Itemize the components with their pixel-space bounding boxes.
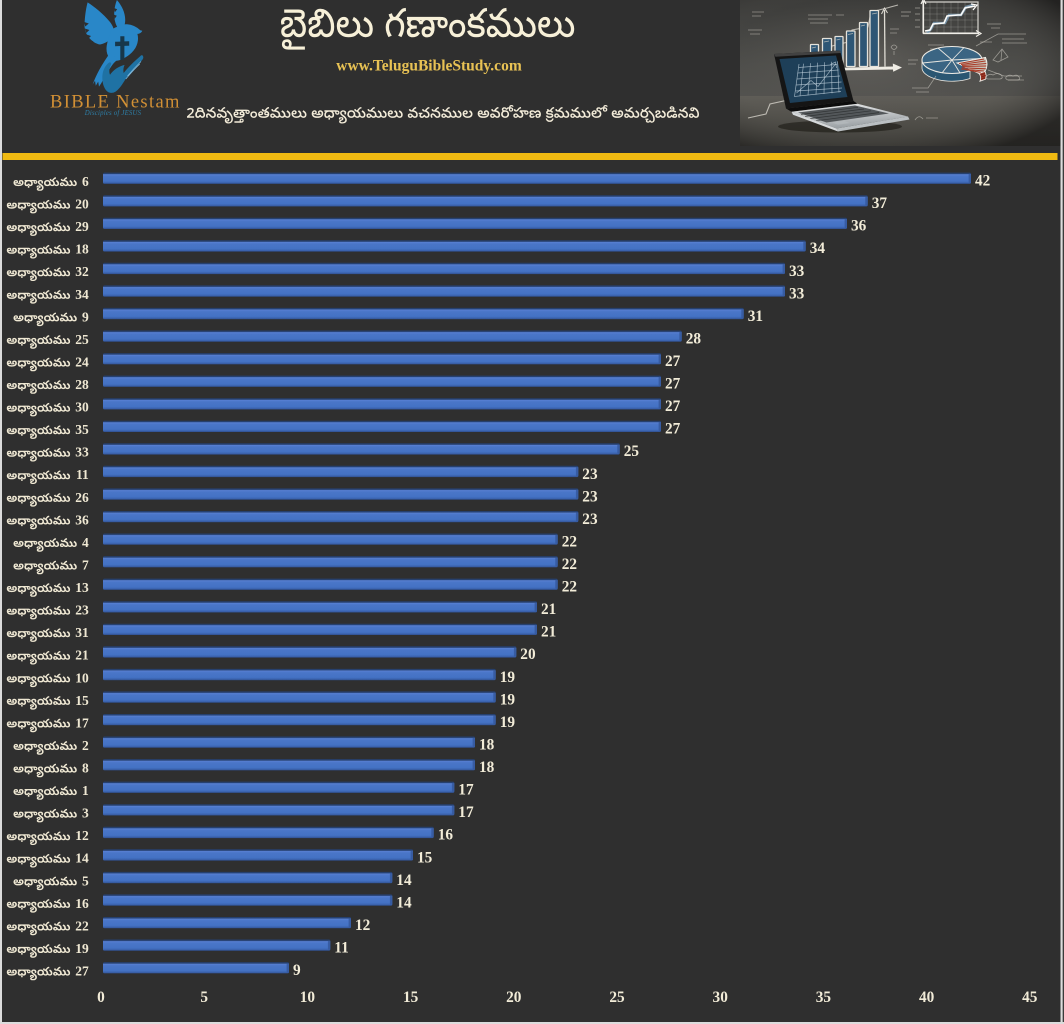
svg-text:30: 30 [75,400,89,415]
svg-text:15: 15 [75,693,89,708]
svg-text:16: 16 [438,827,454,844]
svg-text:26: 26 [75,490,89,505]
svg-text:10: 10 [300,989,316,1006]
svg-text:21: 21 [541,601,556,618]
svg-text:12: 12 [355,917,370,934]
svg-text:21: 21 [75,648,89,663]
svg-text:27: 27 [665,376,681,393]
svg-text:6: 6 [82,174,89,189]
svg-text:15: 15 [403,989,419,1006]
svg-text:18: 18 [75,242,89,257]
svg-text:17: 17 [75,715,89,730]
svg-text:27: 27 [75,964,89,979]
svg-text:31: 31 [748,308,763,325]
svg-text:40: 40 [919,989,935,1006]
svg-text:37: 37 [872,195,888,212]
svg-text:14: 14 [396,872,412,889]
svg-text:25: 25 [609,989,625,1006]
svg-text:27: 27 [665,353,681,370]
svg-text:18: 18 [479,759,495,776]
svg-text:7: 7 [82,558,89,573]
svg-text:22: 22 [562,534,577,551]
svg-text:14: 14 [75,851,89,866]
svg-text:27: 27 [665,421,681,438]
svg-text:Disciples of JESUS: Disciples of JESUS [84,110,142,117]
svg-text:36: 36 [851,218,867,235]
svg-text:32: 32 [75,264,89,279]
svg-text:31: 31 [75,625,89,640]
svg-text:13: 13 [75,580,89,595]
svg-text:30: 30 [713,989,729,1006]
svg-text:14: 14 [396,894,412,911]
svg-text:4: 4 [82,535,89,550]
svg-text:19: 19 [500,669,516,686]
svg-text:19: 19 [500,691,516,708]
svg-text:45: 45 [1022,989,1038,1006]
svg-text:22: 22 [562,579,577,596]
svg-text:23: 23 [75,603,89,618]
svg-text:1: 1 [82,783,89,798]
svg-text:19: 19 [75,941,89,956]
svg-text:28: 28 [686,330,702,347]
svg-text:BIBLE Nestam: BIBLE Nestam [50,93,181,113]
svg-text:24: 24 [75,355,89,370]
svg-text:18: 18 [479,737,495,754]
svg-text:25: 25 [624,443,640,460]
svg-text:9: 9 [293,962,301,979]
svg-text:www.TeluguBibleStudy.com: www.TeluguBibleStudy.com [336,58,522,75]
svg-text:11: 11 [334,940,348,957]
svg-text:29: 29 [75,219,89,234]
svg-text:36: 36 [75,512,89,527]
svg-text:42: 42 [975,173,990,190]
svg-text:12: 12 [75,828,89,843]
svg-text:35: 35 [75,422,89,437]
svg-text:2: 2 [82,738,89,753]
svg-text:10: 10 [75,670,89,685]
svg-text:28: 28 [75,377,89,392]
svg-text:33: 33 [789,263,805,280]
svg-text:17: 17 [458,782,474,799]
svg-text:23: 23 [582,511,598,528]
svg-text:19: 19 [500,714,516,731]
svg-text:25: 25 [75,332,89,347]
svg-text:22: 22 [562,556,577,573]
svg-text:21: 21 [541,624,556,641]
svg-text:27: 27 [665,398,681,415]
svg-text:20: 20 [506,989,522,1006]
svg-text:33: 33 [75,445,89,460]
svg-text:11: 11 [76,467,89,482]
svg-text:34: 34 [75,287,89,302]
svg-text:3: 3 [82,806,89,821]
svg-text:15: 15 [417,849,433,866]
svg-text:20: 20 [75,197,89,212]
svg-text:17: 17 [458,804,474,821]
svg-text:22: 22 [75,918,89,933]
svg-text:5: 5 [82,873,89,888]
svg-text:16: 16 [75,896,89,911]
svg-text:23: 23 [582,488,598,505]
svg-text:0: 0 [97,989,105,1006]
svg-text:9: 9 [82,309,89,324]
svg-text:35: 35 [816,989,832,1006]
svg-text:33: 33 [789,285,805,302]
svg-text:5: 5 [200,989,208,1006]
svg-text:20: 20 [520,646,536,663]
svg-text:34: 34 [810,240,826,257]
svg-text:23: 23 [582,466,598,483]
svg-text:8: 8 [82,761,89,776]
